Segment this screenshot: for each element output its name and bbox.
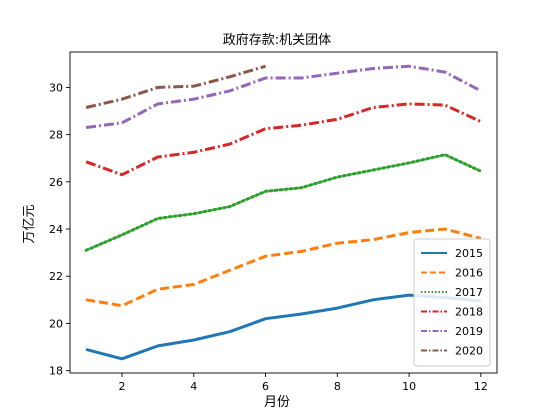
x-tick-label: 8 — [334, 380, 341, 393]
legend-label-2019: 2019 — [455, 325, 483, 338]
series-line-2018 — [85, 102, 482, 177]
y-tick-label: 18 — [49, 365, 63, 378]
chart-title: 政府存款:机关团体 — [223, 33, 331, 48]
legend-label-2017: 2017 — [455, 286, 483, 299]
y-tick-label: 26 — [49, 176, 63, 189]
y-tick-label: 20 — [49, 317, 63, 330]
legend-box — [413, 238, 491, 367]
y-axis-label: 万亿元 — [22, 204, 37, 243]
plot-frame — [69, 51, 498, 374]
x-tick-label: 10 — [402, 380, 416, 393]
y-axis-ticks: 18 20 22 24 26 28 30 — [49, 81, 70, 378]
x-tick-label: 6 — [262, 380, 269, 393]
series-line-2020 — [85, 64, 267, 109]
legend-label-2020: 2020 — [455, 345, 483, 358]
legend-label-2016: 2016 — [455, 267, 483, 280]
y-tick-label: 24 — [49, 223, 63, 236]
y-tick-label: 22 — [49, 270, 63, 283]
legend-label-2018: 2018 — [455, 306, 483, 319]
x-axis-label: 月份 — [264, 395, 290, 410]
series-lines — [84, 64, 483, 361]
legend-label-2015: 2015 — [455, 247, 483, 260]
x-tick-label: 2 — [119, 380, 126, 393]
x-tick-label: 12 — [474, 380, 488, 393]
legend: 2015 2016 2017 2018 2019 2020 — [413, 238, 491, 367]
x-tick-label: 4 — [190, 380, 197, 393]
series-line-2019 — [85, 64, 482, 129]
series-line-2016 — [85, 227, 482, 308]
x-axis-ticks: 2 4 6 8 10 12 — [119, 373, 488, 393]
y-tick-label: 28 — [49, 129, 63, 142]
series-line-2017 — [84, 153, 483, 252]
plot-area-border — [69, 51, 498, 374]
y-tick-label: 30 — [49, 81, 63, 94]
